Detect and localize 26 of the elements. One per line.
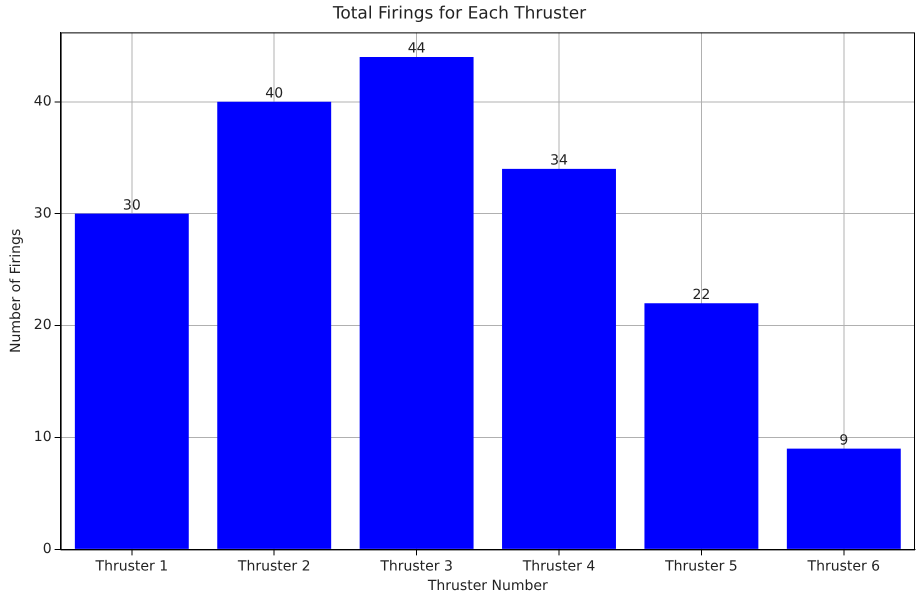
data-label: 9 xyxy=(839,432,848,448)
x-tick-label: Thruster 6 xyxy=(806,558,880,574)
data-label: 30 xyxy=(122,197,141,214)
data-label: 44 xyxy=(408,40,426,57)
x-tick-label: Thruster 3 xyxy=(379,558,453,574)
data-label: 34 xyxy=(550,152,568,169)
data-label: 40 xyxy=(265,85,284,102)
x-tick-label: Thruster 2 xyxy=(236,558,310,574)
chart-title: Total Firings for Each Thruster xyxy=(332,4,586,24)
x-tick-label: Thruster 4 xyxy=(522,558,596,574)
bar xyxy=(502,168,616,549)
bar xyxy=(786,448,901,549)
y-axis-title: Number of Firings xyxy=(8,228,24,354)
bar xyxy=(644,303,758,549)
x-axis-title: Thruster Number xyxy=(426,578,548,594)
bar xyxy=(74,214,189,549)
y-tick-label: 0 xyxy=(42,541,52,558)
x-tick-label: Thruster 5 xyxy=(664,558,738,574)
y-tick-label: 30 xyxy=(34,205,52,222)
y-tick-label: 10 xyxy=(34,429,52,446)
x-tick-label: Thruster 1 xyxy=(94,558,168,574)
data-label: 22 xyxy=(692,286,710,303)
y-tick-label: 40 xyxy=(34,93,52,110)
bar xyxy=(360,57,474,549)
bar xyxy=(217,102,332,549)
y-tick-label: 20 xyxy=(34,317,52,334)
